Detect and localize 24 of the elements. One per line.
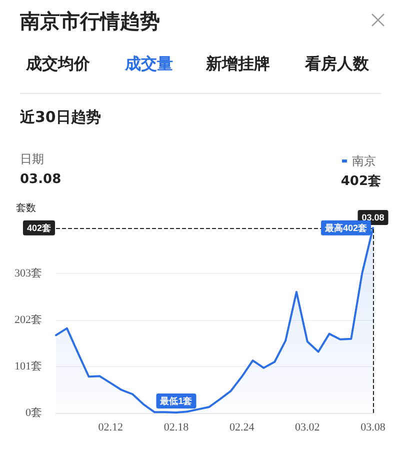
text: 日期 (20, 151, 44, 168)
x-tick-label: 03.08 (360, 422, 386, 434)
x-tick-label: 02.12 (98, 422, 124, 434)
y-tick-label: 101套 (14, 360, 42, 372)
annotation: 最高402套 (324, 222, 368, 233)
y-tick-label: 202套 (14, 314, 42, 326)
text: 03.08 (20, 172, 62, 187)
y-tick-label: 0套 (26, 407, 42, 419)
x-tick-label: 03.02 (295, 422, 320, 434)
legend-label: 南京 (352, 154, 376, 168)
annotation: 最低1套 (159, 396, 194, 406)
chart-title: 南京市行情趋势 (20, 8, 160, 35)
text: 402套 (340, 173, 381, 190)
ref-line-label: 402套 (26, 222, 52, 233)
chart-subtitle: 近30日趋势 (20, 108, 101, 127)
text: 成交量 (125, 54, 173, 75)
y-tick-label: 303套 (14, 268, 42, 280)
text: 新增挂牌 (206, 54, 270, 75)
y-axis-title: 套数 (16, 202, 36, 215)
text: 看房人数 (305, 54, 369, 75)
x-tick-label: 02.24 (229, 422, 255, 434)
x-tick-label: 02.18 (164, 422, 190, 434)
text: 成交均价 (26, 54, 90, 75)
ref-line-label: 03.08 (362, 212, 384, 222)
